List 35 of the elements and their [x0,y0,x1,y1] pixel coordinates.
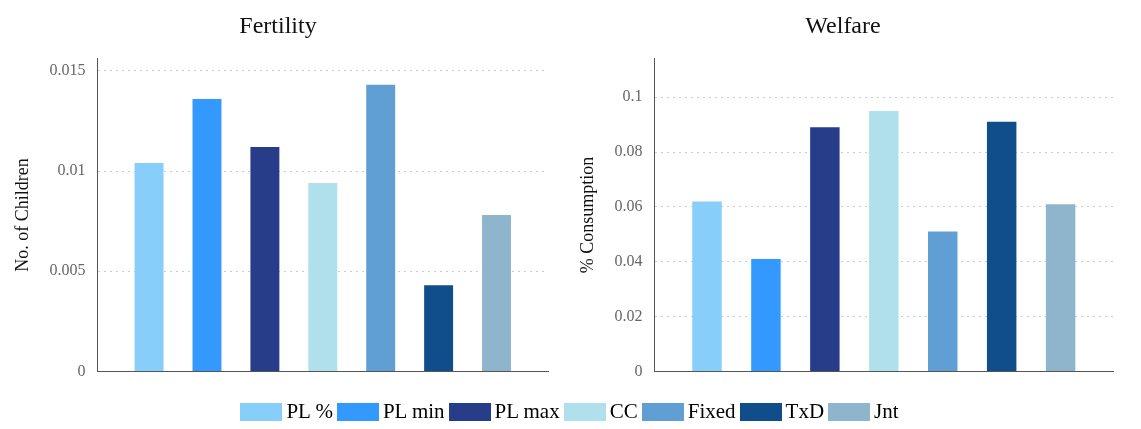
chart-title: Welfare [805,11,881,38]
chart-title: Fertility [239,11,317,38]
y-tick-label: 0.005 [49,261,86,279]
y-axis-title: No. of Children [11,158,32,272]
y-tick-label: 0.04 [614,251,643,269]
y-tick-label: 0 [77,361,86,379]
bar [1045,204,1076,371]
bar [482,215,511,371]
legend-label: PL max [494,399,560,424]
y-tick-label: 0.06 [614,197,643,215]
bar [810,127,840,371]
legend-label: CC [609,399,638,424]
legend-label: Jnt [874,399,899,424]
y-tick-label: 0 [634,361,643,379]
legend-label: TxD [785,399,825,424]
y-tick-label: 0.01 [57,161,86,179]
bar [424,285,454,371]
bar [250,146,280,371]
y-tick-label: 0.1 [622,87,643,105]
bar [986,121,1017,371]
bar [692,201,722,371]
legend-label: PL % [286,399,333,424]
bar [751,258,781,371]
bar [134,163,164,371]
bar [928,231,958,371]
bar [366,84,396,371]
legend-label: Fixed [687,399,736,424]
bar [308,183,338,371]
legend-label: PL min [382,399,445,424]
y-tick-label: 0.08 [614,142,643,160]
y-tick-label: 0.015 [49,61,86,79]
bar [869,110,899,371]
y-axis-title: % Consumption [576,156,597,274]
y-tick-label: 0.02 [614,306,643,324]
bar [192,98,222,371]
